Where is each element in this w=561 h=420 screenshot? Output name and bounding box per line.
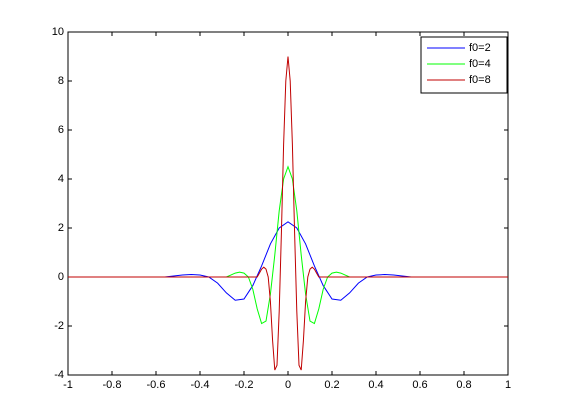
x-tick-label: 1 xyxy=(505,379,511,391)
line-series xyxy=(68,221,508,301)
line-series xyxy=(68,56,508,371)
y-tick-label: 10 xyxy=(52,26,64,38)
y-tick-label: 8 xyxy=(58,75,64,87)
x-tick-label: 0.8 xyxy=(456,379,471,391)
line-series xyxy=(68,165,508,325)
y-tick-label: 0 xyxy=(58,271,64,283)
y-tick-label: 2 xyxy=(58,222,64,234)
x-tick-label: 0 xyxy=(285,379,291,391)
x-tick-label: -0.6 xyxy=(147,379,166,391)
x-tick-label: 0.2 xyxy=(324,379,339,391)
y-tick-label: 6 xyxy=(58,124,64,136)
legend-box xyxy=(420,36,508,94)
x-tick-label: -0.2 xyxy=(235,379,254,391)
y-tick-label: -4 xyxy=(54,369,64,381)
y-tick-label: 4 xyxy=(58,173,64,185)
legend-label: f0=4 xyxy=(469,58,491,70)
x-tick-label: -0.4 xyxy=(191,379,210,391)
x-tick-label: 0.6 xyxy=(412,379,427,391)
legend-label: f0=8 xyxy=(469,74,491,86)
legend-label: f0=2 xyxy=(469,42,491,54)
x-tick-label: -0.8 xyxy=(103,379,122,391)
x-tick-label: -1 xyxy=(63,379,73,391)
y-tick-label: -2 xyxy=(54,320,64,332)
x-tick-label: 0.4 xyxy=(368,379,383,391)
